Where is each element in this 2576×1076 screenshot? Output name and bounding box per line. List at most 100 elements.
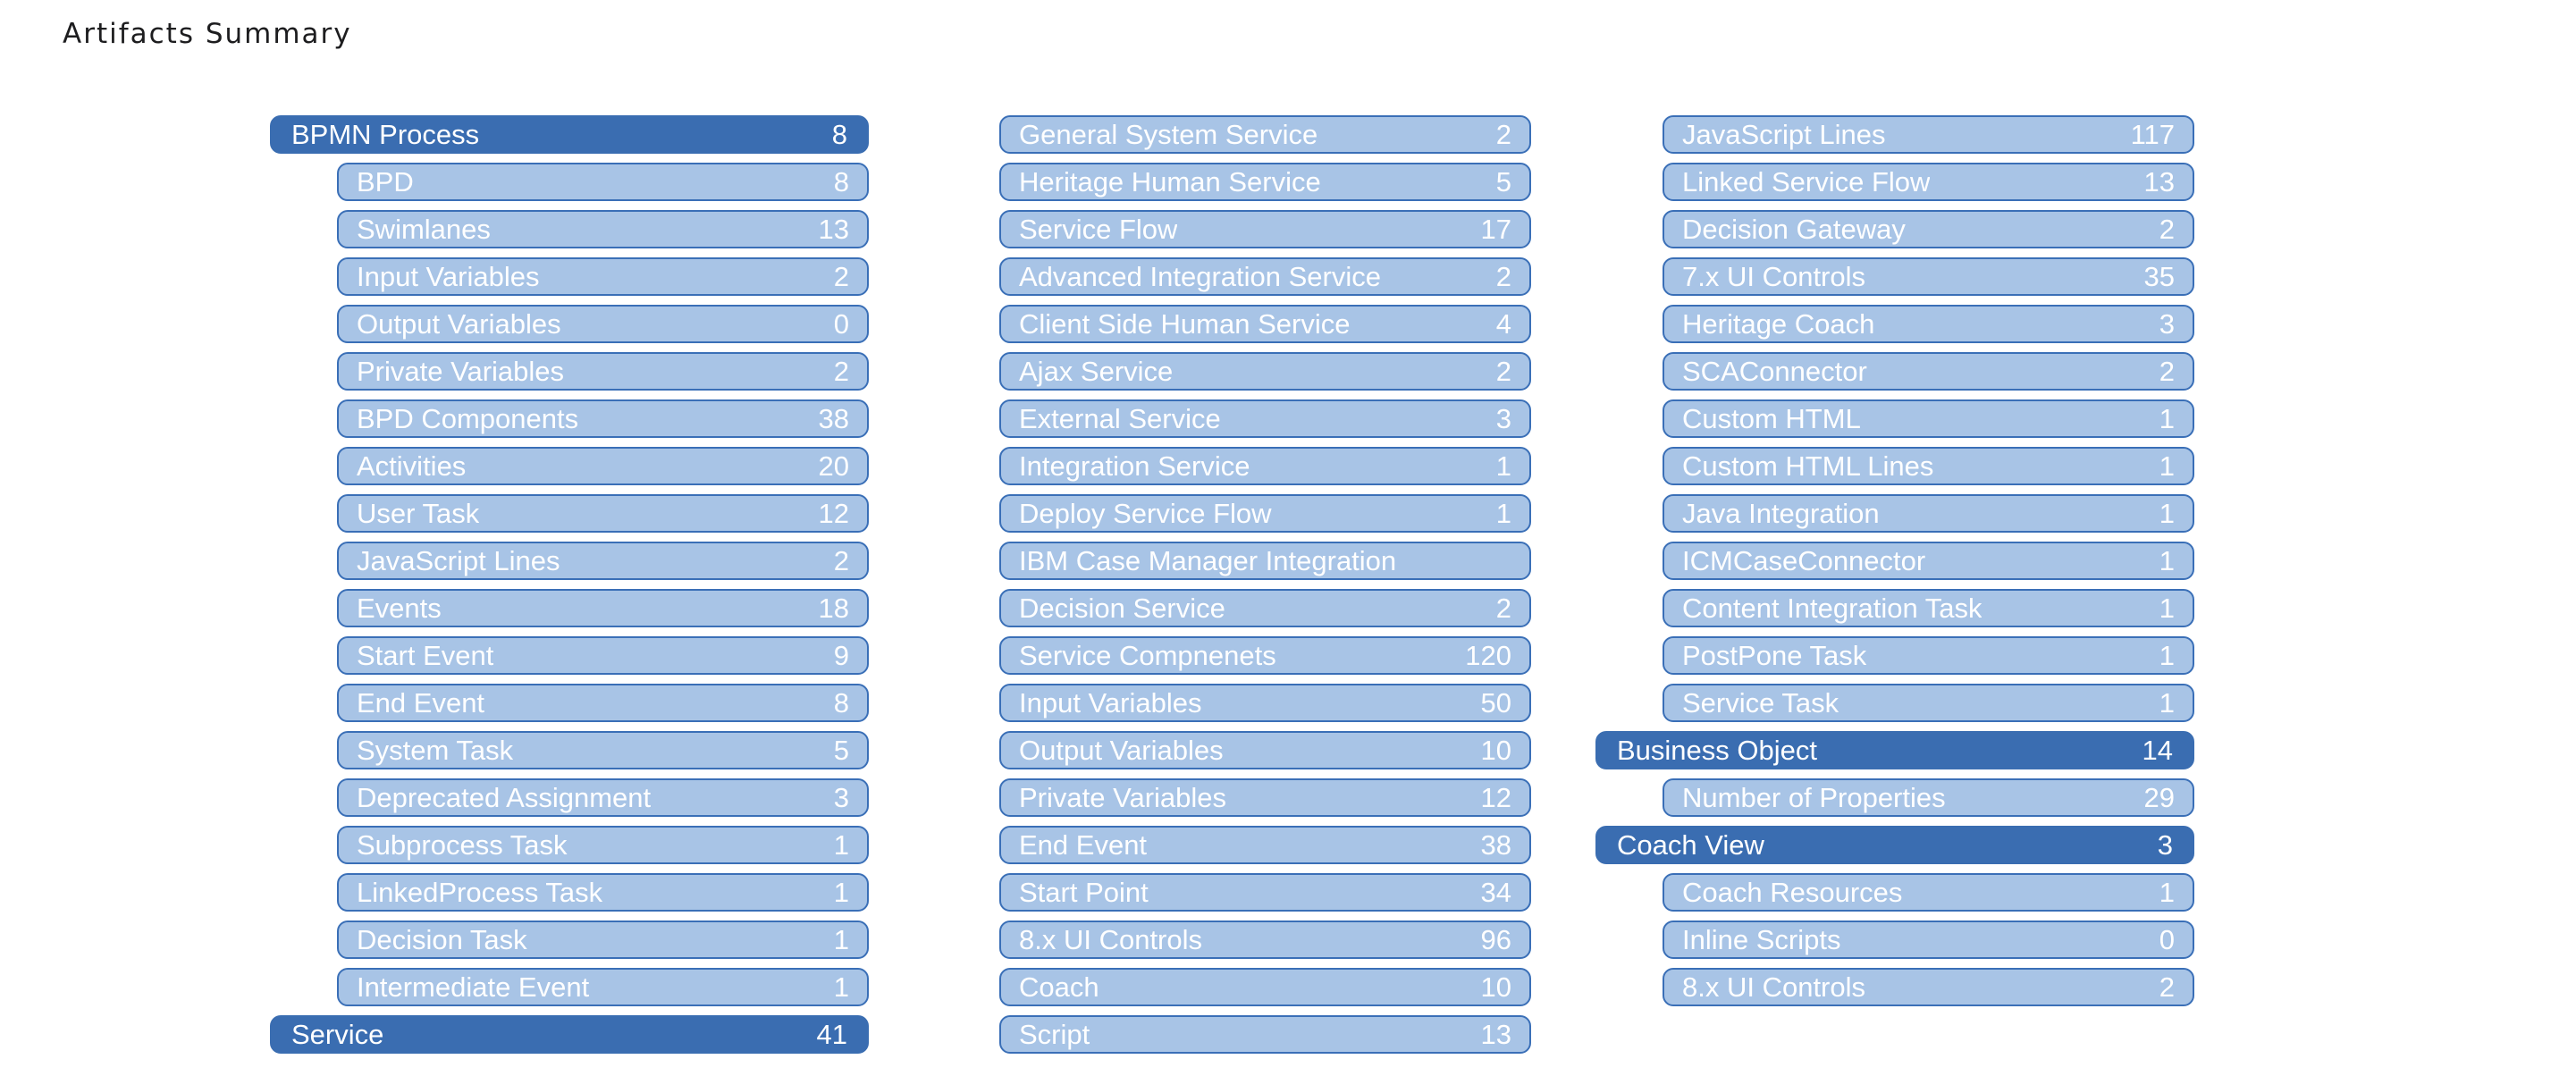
artifact-row[interactable]: Intermediate Event 1 — [337, 968, 869, 1006]
artifact-count: 20 — [818, 450, 849, 482]
artifact-row[interactable]: External Service 3 — [999, 399, 1531, 438]
artifact-row[interactable]: Service Task 1 — [1663, 684, 2194, 722]
artifact-label: Custom HTML Lines — [1682, 450, 1934, 482]
artifact-row[interactable]: Private Variables 2 — [337, 352, 869, 391]
artifact-group-row[interactable]: Coach View 3 — [1595, 826, 2194, 864]
artifact-row[interactable]: Activities 20 — [337, 447, 869, 485]
artifact-row[interactable]: End Event 38 — [999, 826, 1531, 864]
artifact-row[interactable]: Linked Service Flow 13 — [1663, 163, 2194, 201]
artifact-row[interactable]: Ajax Service 2 — [999, 352, 1531, 391]
artifact-row[interactable]: Input Variables 2 — [337, 257, 869, 296]
artifact-label: 7.x UI Controls — [1682, 260, 1866, 292]
artifact-row[interactable]: End Event 8 — [337, 684, 869, 722]
artifact-row[interactable]: JavaScript Lines 2 — [337, 542, 869, 580]
artifact-row[interactable]: Client Side Human Service 4 — [999, 305, 1531, 343]
artifact-label: Service — [291, 1018, 384, 1050]
artifact-column-1: BPMN Process 8 BPD 8 Swimlanes 13 Input Variab… — [270, 115, 869, 1063]
artifact-row[interactable]: Service Flow 17 — [999, 210, 1531, 248]
artifact-count: 2 — [833, 355, 849, 387]
artifact-row[interactable]: JavaScript Lines 117 — [1663, 115, 2194, 154]
artifact-row[interactable]: Service Compnenets 120 — [999, 636, 1531, 675]
artifact-label: BPD — [357, 165, 414, 198]
artifact-row[interactable]: IBM Case Manager Integration — [999, 542, 1531, 580]
artifact-count: 3 — [1495, 402, 1511, 434]
artifact-count: 29 — [2143, 781, 2175, 813]
artifact-row[interactable]: Deprecated Assignment 3 — [337, 778, 869, 817]
artifact-row[interactable]: Integration Service 1 — [999, 447, 1531, 485]
artifact-count: 18 — [818, 592, 849, 624]
artifact-row[interactable]: Heritage Human Service 5 — [999, 163, 1531, 201]
artifact-label: Service Flow — [1019, 213, 1178, 245]
artifact-row[interactable]: User Task 12 — [337, 494, 869, 533]
artifact-row[interactable]: System Task 5 — [337, 731, 869, 769]
artifact-row[interactable]: Deploy Service Flow 1 — [999, 494, 1531, 533]
artifact-count: 17 — [1480, 213, 1511, 245]
artifact-row[interactable]: Number of Properties 29 — [1663, 778, 2194, 817]
artifact-row[interactable]: BPD 8 — [337, 163, 869, 201]
artifact-row[interactable]: 8.x UI Controls 2 — [1663, 968, 2194, 1006]
artifact-label: JavaScript Lines — [357, 544, 560, 576]
artifact-row[interactable]: 7.x UI Controls 35 — [1663, 257, 2194, 296]
artifact-count: 13 — [818, 213, 849, 245]
artifact-row[interactable]: Inline Scripts 0 — [1663, 920, 2194, 959]
artifact-row[interactable]: Script 13 — [999, 1015, 1531, 1054]
artifact-count: 117 — [2130, 118, 2175, 150]
artifact-row[interactable]: Start Point 34 — [999, 873, 1531, 912]
artifact-row[interactable]: Coach 10 — [999, 968, 1531, 1006]
artifact-row[interactable]: 8.x UI Controls 96 — [999, 920, 1531, 959]
artifact-row[interactable]: ICMCaseConnector 1 — [1663, 542, 2194, 580]
artifact-label: Events — [357, 592, 442, 624]
artifact-row[interactable]: Custom HTML 1 — [1663, 399, 2194, 438]
artifact-label: Start Point — [1019, 876, 1149, 908]
artifact-label: Integration Service — [1019, 450, 1250, 482]
artifact-label: Output Variables — [357, 307, 561, 340]
artifact-count: 2 — [1495, 260, 1511, 292]
artifact-row[interactable]: Decision Service 2 — [999, 589, 1531, 627]
artifact-label: Inline Scripts — [1682, 923, 1841, 955]
artifact-count: 1 — [1495, 450, 1511, 482]
artifact-label: Activities — [357, 450, 467, 482]
artifact-row[interactable]: Private Variables 12 — [999, 778, 1531, 817]
artifact-label: Deploy Service Flow — [1019, 497, 1272, 529]
artifact-row[interactable]: Events 18 — [337, 589, 869, 627]
artifact-count: 1 — [833, 876, 849, 908]
artifact-row[interactable]: Java Integration 1 — [1663, 494, 2194, 533]
artifact-label: Start Event — [357, 639, 494, 671]
artifact-label: End Event — [1019, 828, 1148, 861]
artifact-row[interactable]: Decision Gateway 2 — [1663, 210, 2194, 248]
artifact-row[interactable]: General System Service 2 — [999, 115, 1531, 154]
artifact-row[interactable]: Content Integration Task 1 — [1663, 589, 2194, 627]
artifact-row[interactable]: BPD Components 38 — [337, 399, 869, 438]
artifact-count: 2 — [1495, 592, 1511, 624]
artifact-count: 1 — [2159, 497, 2175, 529]
artifact-row[interactable]: PostPone Task 1 — [1663, 636, 2194, 675]
artifact-count: 10 — [1480, 971, 1511, 1003]
artifact-row[interactable]: Output Variables 0 — [337, 305, 869, 343]
artifact-row[interactable]: Subprocess Task 1 — [337, 826, 869, 864]
artifact-row[interactable]: Custom HTML Lines 1 — [1663, 447, 2194, 485]
artifact-count: 41 — [816, 1018, 847, 1050]
artifact-label: Decision Gateway — [1682, 213, 1906, 245]
artifact-row[interactable]: Advanced Integration Service 2 — [999, 257, 1531, 296]
artifact-row[interactable]: Output Variables 10 — [999, 731, 1531, 769]
artifact-row[interactable]: Heritage Coach 3 — [1663, 305, 2194, 343]
artifact-row[interactable]: Decision Task 1 — [337, 920, 869, 959]
artifact-group-row[interactable]: BPMN Process 8 — [270, 115, 869, 154]
artifact-count: 2 — [833, 544, 849, 576]
artifact-label: Service Compnenets — [1019, 639, 1276, 671]
artifact-row[interactable]: Swimlanes 13 — [337, 210, 869, 248]
artifact-row[interactable]: Start Event 9 — [337, 636, 869, 675]
artifact-group-row[interactable]: Business Object 14 — [1595, 731, 2194, 769]
artifact-count: 38 — [818, 402, 849, 434]
artifact-label: LinkedProcess Task — [357, 876, 603, 908]
artifact-label: Business Object — [1617, 734, 1817, 766]
artifact-count: 3 — [833, 781, 849, 813]
artifact-count: 0 — [833, 307, 849, 340]
artifact-group-row[interactable]: Service 41 — [270, 1015, 869, 1054]
artifact-row[interactable]: LinkedProcess Task 1 — [337, 873, 869, 912]
artifact-count: 1 — [2159, 592, 2175, 624]
artifact-row[interactable]: SCAConnector 2 — [1663, 352, 2194, 391]
artifact-row[interactable]: Input Variables 50 — [999, 684, 1531, 722]
artifact-row[interactable]: Coach Resources 1 — [1663, 873, 2194, 912]
artifact-count: 3 — [2157, 828, 2173, 861]
